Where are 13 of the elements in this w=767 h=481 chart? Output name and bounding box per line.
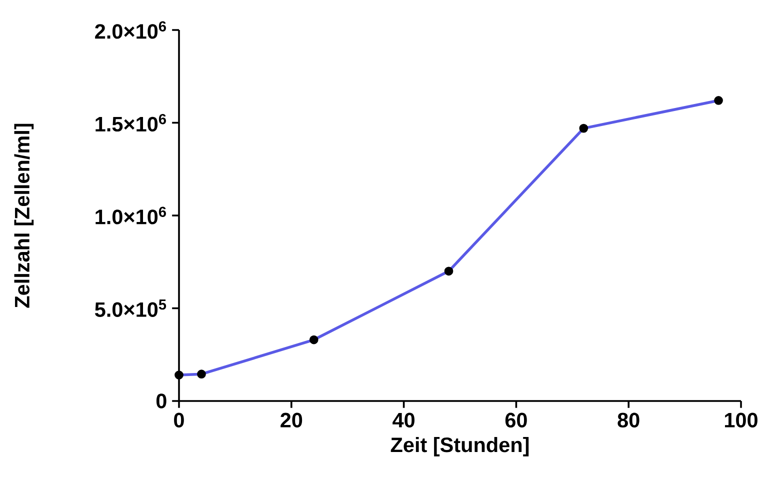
- y-tick-label: 0: [156, 394, 166, 408]
- y-tick-label: 1.5×10$^{6}$: [96, 114, 166, 132]
- x-axis-title: Zeit [Stunden]: [390, 437, 529, 456]
- y-tick-label: 1.0×10$^{6}$: [96, 206, 166, 224]
- x-tick-label: 20: [280, 412, 302, 428]
- x-tick-label: 60: [505, 412, 527, 428]
- y-tick-label: 5.0×10$^{5}$: [94, 300, 166, 317]
- x-tick-label: 80: [618, 412, 640, 428]
- x-tick-label: 100: [724, 412, 758, 428]
- x-tick-label: 0: [174, 412, 184, 428]
- y-axis-title: Zellzahl [Zellen/ml]: [14, 124, 34, 308]
- x-tick-label: 40: [392, 412, 414, 428]
- y-tick-label: 2.0×10$^{6}$: [95, 21, 166, 39]
